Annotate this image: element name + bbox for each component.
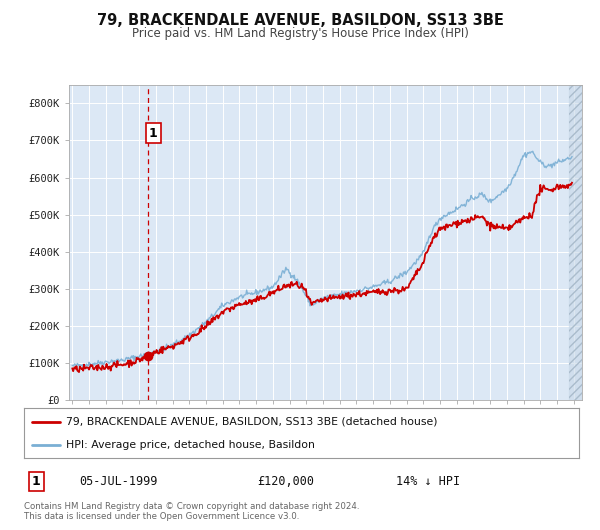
Text: Contains HM Land Registry data © Crown copyright and database right 2024.: Contains HM Land Registry data © Crown c… — [24, 502, 359, 511]
Text: This data is licensed under the Open Government Licence v3.0.: This data is licensed under the Open Gov… — [24, 512, 299, 521]
Text: 79, BRACKENDALE AVENUE, BASILDON, SS13 3BE: 79, BRACKENDALE AVENUE, BASILDON, SS13 3… — [97, 13, 503, 28]
Text: 14% ↓ HPI: 14% ↓ HPI — [396, 475, 460, 488]
Text: Price paid vs. HM Land Registry's House Price Index (HPI): Price paid vs. HM Land Registry's House … — [131, 26, 469, 40]
Text: HPI: Average price, detached house, Basildon: HPI: Average price, detached house, Basi… — [65, 440, 314, 450]
Text: 1: 1 — [149, 127, 157, 139]
Text: 79, BRACKENDALE AVENUE, BASILDON, SS13 3BE (detached house): 79, BRACKENDALE AVENUE, BASILDON, SS13 3… — [65, 417, 437, 427]
Bar — [569, 85, 582, 400]
Text: 05-JUL-1999: 05-JUL-1999 — [79, 475, 158, 488]
Bar — [569, 85, 582, 400]
Text: 1: 1 — [32, 475, 41, 488]
Text: £120,000: £120,000 — [257, 475, 314, 488]
